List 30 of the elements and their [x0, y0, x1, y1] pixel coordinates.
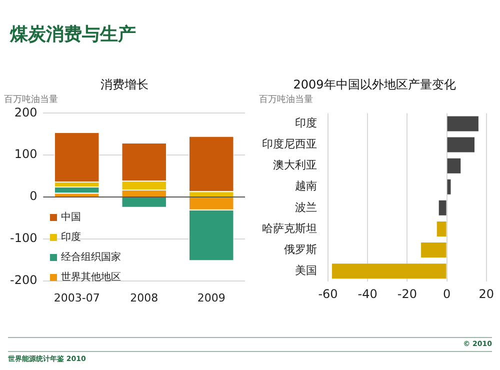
- x-tick-label: -60: [318, 286, 338, 301]
- y-tick-label: 0: [30, 189, 38, 204]
- y-tick-label: 美国: [295, 264, 317, 277]
- y-tick-label: 印度尼西亚: [262, 138, 317, 151]
- y-tick-label: 越南: [295, 180, 317, 193]
- chart-subtitle: 百万吨油当量: [259, 94, 313, 106]
- y-tick-label: 印度: [295, 116, 317, 130]
- y-tick-label: 100: [14, 147, 38, 162]
- x-tick-label: -20: [397, 286, 417, 301]
- x-tick-label: 20: [478, 286, 494, 301]
- text: 煤炭消费与生产: [10, 24, 136, 45]
- legend-label: 中国: [61, 210, 81, 224]
- y-axis-title: 百万吨油当量: [4, 94, 58, 106]
- y-tick-label: 200: [14, 105, 38, 120]
- legend-label: 世界其他地区: [61, 270, 121, 284]
- y-tick-label: -200: [10, 272, 38, 287]
- legend-label: 印度: [61, 230, 81, 244]
- x-tick-label: -40: [358, 286, 378, 301]
- x-tick-label: 0: [442, 286, 451, 301]
- y-tick-label: 哈萨克斯坦: [262, 222, 317, 235]
- x-tick-label: 2003-07: [54, 291, 100, 304]
- x-tick-label: 2009: [197, 291, 226, 304]
- y-tick-label: -100: [10, 231, 38, 246]
- y-tick-label: 俄罗斯: [284, 242, 317, 256]
- y-tick-label: 波兰: [295, 200, 317, 214]
- x-tick-label: 2008: [130, 291, 158, 304]
- chart-title: 2009年中国以外地区产量变化: [293, 77, 456, 92]
- chart-title: 消费增长: [100, 77, 148, 92]
- y-tick-label: 澳大利亚: [273, 158, 317, 172]
- legend-label: 经合组织国家: [61, 250, 121, 264]
